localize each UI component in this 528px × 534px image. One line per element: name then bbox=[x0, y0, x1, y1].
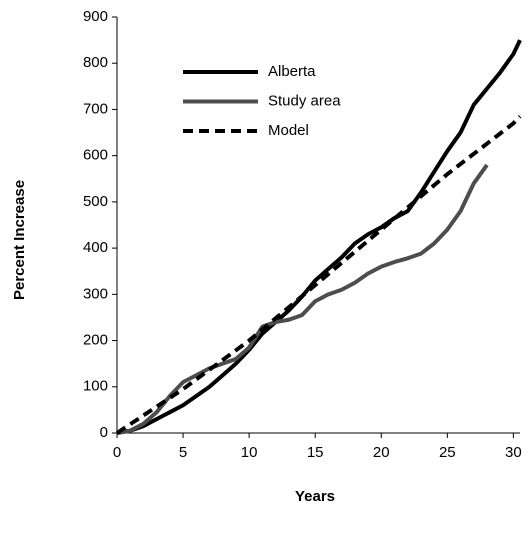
line-series bbox=[116, 163, 489, 435]
line-series bbox=[115, 114, 522, 435]
y-tick-label: 800 bbox=[83, 54, 108, 71]
legend-label: Study area bbox=[268, 92, 341, 109]
legend-label: Alberta bbox=[268, 63, 316, 80]
x-tick-label: 20 bbox=[373, 444, 390, 461]
x-axis-title: Years bbox=[295, 488, 335, 505]
legend-label: Model bbox=[268, 122, 309, 139]
y-tick-label: 500 bbox=[83, 193, 108, 210]
y-tick-label: 0 bbox=[100, 424, 108, 441]
line-series bbox=[116, 39, 522, 435]
y-tick-label: 200 bbox=[83, 332, 108, 349]
y-tick-label: 900 bbox=[83, 8, 108, 25]
y-tick-label: 600 bbox=[83, 147, 108, 164]
y-tick-label: 300 bbox=[83, 285, 108, 302]
x-tick-label: 5 bbox=[179, 444, 187, 461]
y-axis-title: Percent Increase bbox=[11, 180, 28, 300]
y-tick-label: 400 bbox=[83, 239, 108, 256]
y-tick-label: 100 bbox=[83, 378, 108, 395]
y-tick-label: 700 bbox=[83, 100, 108, 117]
x-tick-label: 25 bbox=[439, 444, 456, 461]
x-tick-label: 30 bbox=[505, 444, 522, 461]
x-tick-label: 10 bbox=[241, 444, 258, 461]
x-tick-label: 15 bbox=[307, 444, 324, 461]
x-tick-label: 0 bbox=[113, 444, 121, 461]
